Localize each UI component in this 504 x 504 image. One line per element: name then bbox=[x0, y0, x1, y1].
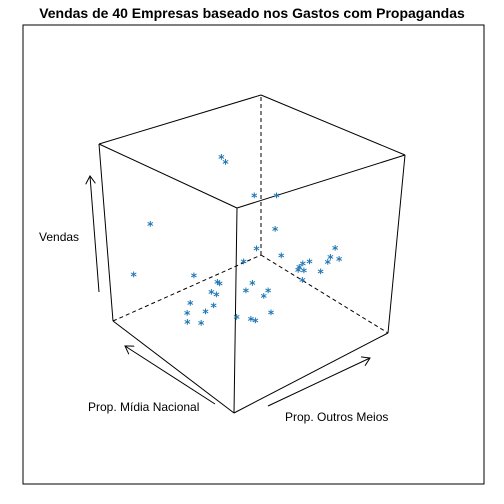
box-front-edges bbox=[98, 94, 406, 414]
data-point-32: * bbox=[317, 266, 324, 280]
data-point-19: * bbox=[198, 318, 205, 332]
data-point-17: * bbox=[184, 308, 191, 322]
data-point-9: * bbox=[214, 277, 221, 291]
data-point-20: * bbox=[202, 306, 209, 320]
data-point-30: * bbox=[217, 279, 224, 293]
y-axis-label: Prop. Outros Meios bbox=[285, 410, 388, 424]
data-point-26: * bbox=[306, 256, 313, 270]
data-point-6: * bbox=[278, 251, 285, 265]
data-point-23: * bbox=[234, 312, 241, 326]
data-point-27: * bbox=[248, 314, 255, 328]
x-axis-label: Prop. Mídia Nacional bbox=[88, 400, 199, 414]
data-point-12: * bbox=[130, 269, 137, 283]
data-point-35: * bbox=[325, 257, 332, 271]
data-point-10: * bbox=[300, 258, 307, 272]
data-point-29: * bbox=[268, 308, 275, 322]
data-point-22: * bbox=[336, 254, 343, 268]
data-point-38: * bbox=[253, 244, 260, 258]
z-axis-label: Vendas bbox=[39, 230, 79, 244]
z-axis-arrow bbox=[90, 176, 100, 293]
data-point-2: * bbox=[222, 157, 229, 171]
data-point-21: * bbox=[243, 286, 250, 300]
data-point-31: * bbox=[301, 265, 308, 279]
data-point-33: * bbox=[327, 252, 334, 266]
data-point-13: * bbox=[272, 224, 279, 238]
data-point-28: * bbox=[252, 316, 259, 330]
data-point-37: * bbox=[191, 270, 198, 284]
chart-title: Vendas de 40 Empresas baseado nos Gastos… bbox=[39, 5, 465, 21]
data-point-18: * bbox=[184, 317, 191, 331]
data-point-7: * bbox=[213, 289, 220, 303]
data-point-16: * bbox=[218, 152, 225, 166]
data-point-3: * bbox=[211, 301, 218, 315]
data-point-36: * bbox=[296, 262, 303, 276]
data-point-15: * bbox=[187, 298, 194, 312]
data-point-40: * bbox=[273, 191, 280, 205]
data-point-24: * bbox=[332, 243, 339, 257]
axis-arrows bbox=[90, 176, 370, 407]
plot-frame bbox=[22, 24, 485, 485]
data-point-8: * bbox=[295, 265, 302, 279]
data-point-34: * bbox=[299, 275, 306, 289]
x-axis-arrow bbox=[125, 346, 216, 405]
y-axis-arrow bbox=[267, 358, 370, 407]
data-point-11: * bbox=[240, 256, 247, 270]
data-point-25: * bbox=[261, 291, 268, 305]
data-point-4: * bbox=[249, 278, 256, 292]
data-point-1: * bbox=[147, 219, 154, 233]
data-point-39: * bbox=[251, 190, 258, 204]
data-point-5: * bbox=[265, 286, 272, 300]
data-point-14: * bbox=[208, 287, 215, 301]
data-points: ****************** ************* ******** * bbox=[130, 152, 343, 332]
